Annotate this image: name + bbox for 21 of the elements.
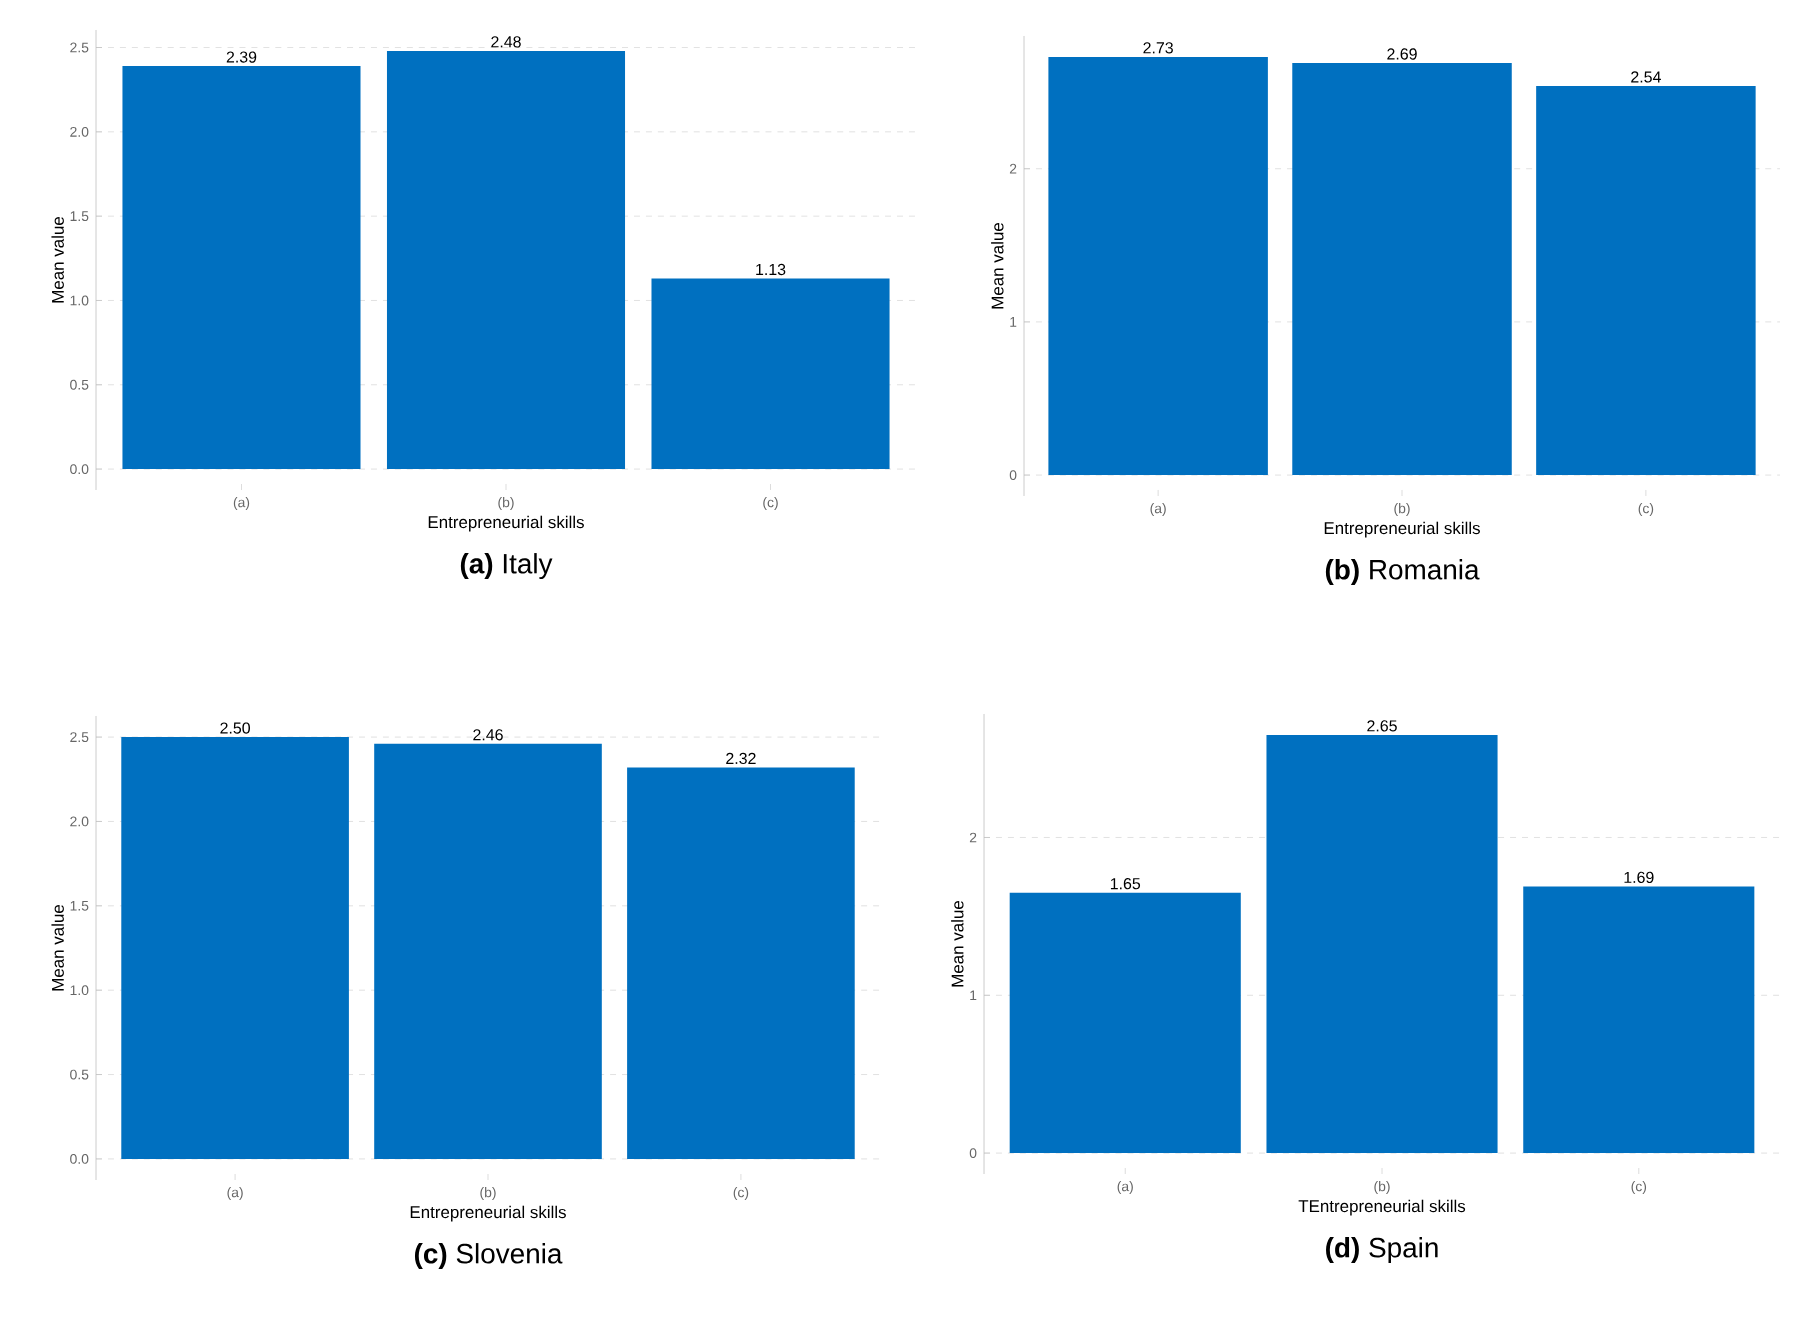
y-axis-title: Mean value	[951, 901, 964, 987]
bar	[122, 66, 361, 470]
y-axis-title: Mean value	[991, 223, 1004, 309]
bar	[374, 743, 602, 1159]
bar	[1523, 886, 1755, 1154]
bar	[386, 50, 626, 470]
bar	[121, 737, 349, 1159]
y-axis-title: Mean value	[51, 905, 64, 991]
bar	[627, 767, 855, 1159]
bar	[1266, 734, 1498, 1154]
x-axis-title: Entrepreneurial skills	[1324, 521, 1480, 538]
bar	[1009, 892, 1241, 1154]
text: (c) Slovenia	[414, 1243, 563, 1270]
text: (b) Romania	[1325, 559, 1480, 586]
text: (a) Italy	[460, 553, 553, 580]
text: (d) Spain	[1326, 1237, 1438, 1264]
y-axis-title: Mean value	[51, 217, 64, 303]
x-axis-title: Entrepreneurial skills	[428, 515, 584, 532]
x-axis-title: Entrepreneurial skills	[410, 1205, 566, 1222]
bar	[651, 278, 890, 470]
x-axis-title: TEntrepreneurial skills	[1298, 1199, 1466, 1216]
